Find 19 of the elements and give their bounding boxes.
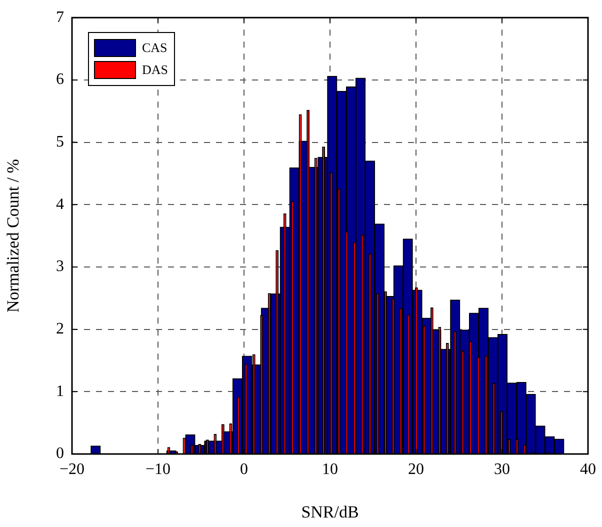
x-tick-label: −10 (145, 460, 171, 478)
x-axis-title: SNR/dB (301, 502, 359, 522)
x-tick-label: −20 (59, 460, 85, 478)
y-tick-label: 4 (56, 196, 64, 213)
x-tick-label: 20 (408, 460, 424, 478)
x-tick-label: 30 (494, 460, 510, 478)
y-axis-title: Normalized Count / % (4, 159, 23, 313)
x-tick-label: 10 (322, 460, 338, 478)
y-tick-label: 7 (56, 8, 64, 26)
y-tick-label: 0 (56, 445, 64, 462)
y-tick-label: 3 (56, 258, 64, 276)
y-tick-label: 5 (56, 133, 64, 150)
x-tick-label: 40 (580, 460, 596, 478)
y-tick-label: 2 (56, 320, 64, 338)
x-tick-label: 0 (240, 460, 248, 478)
y-tick-label: 1 (56, 382, 64, 400)
legend-label: DAS (142, 62, 168, 78)
y-tick-label: 6 (56, 71, 64, 88)
legend-label: CAS (142, 40, 168, 56)
